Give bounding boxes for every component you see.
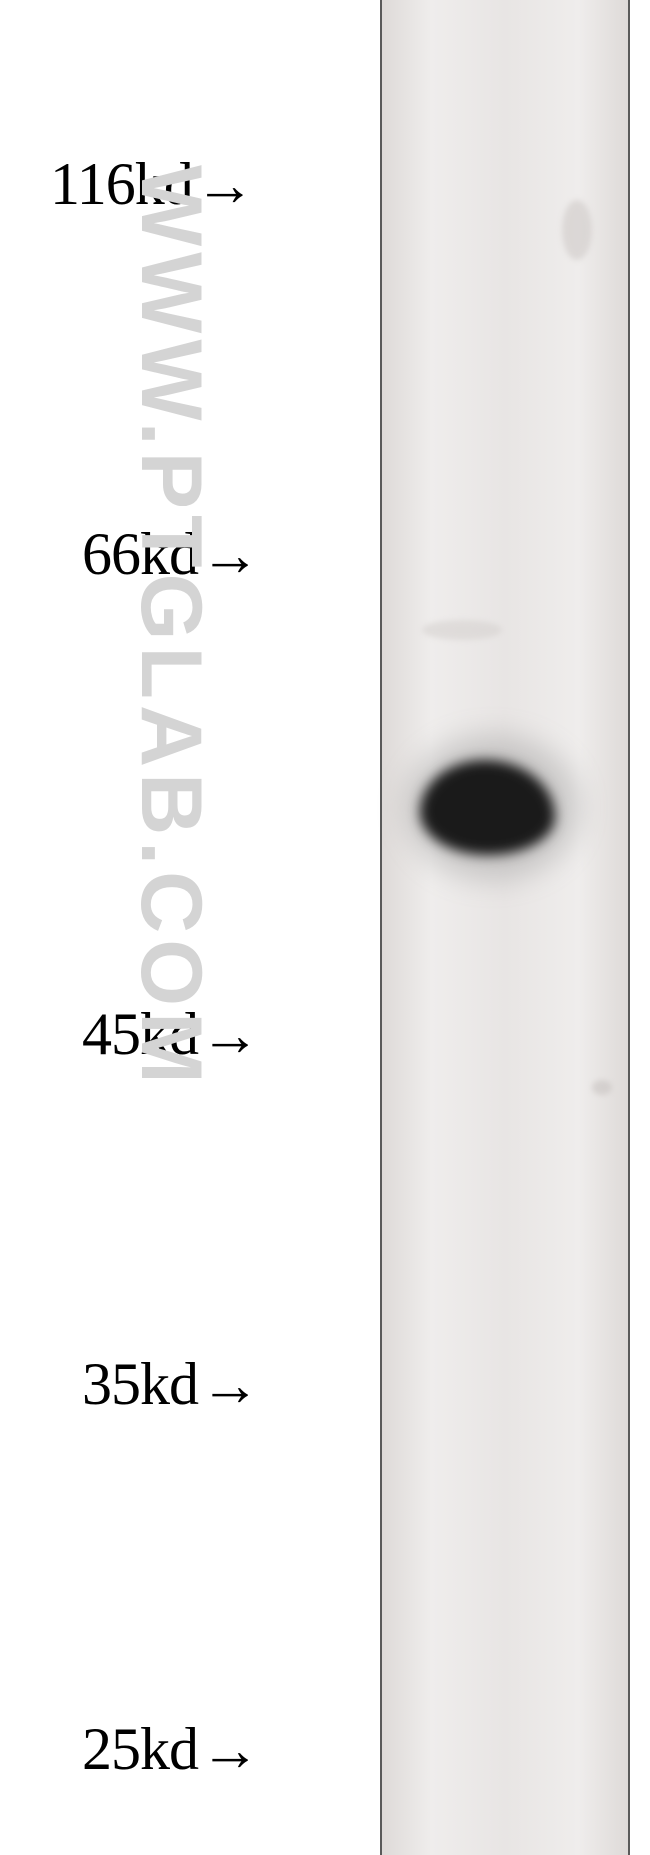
arrow-right-icon: → xyxy=(200,1000,260,1069)
marker-text: 45kd xyxy=(82,1000,198,1069)
mw-marker-25kd: 25kd → xyxy=(82,1715,260,1784)
arrow-right-icon: → xyxy=(195,150,255,219)
lane-smudge xyxy=(592,1080,612,1095)
arrow-right-icon: → xyxy=(200,520,260,589)
lane-smudge xyxy=(422,620,502,640)
marker-text: 25kd xyxy=(82,1715,198,1784)
marker-text: 35kd xyxy=(82,1350,198,1419)
lane-smudge xyxy=(562,200,592,260)
mw-marker-66kd: 66kd → xyxy=(82,520,260,589)
blot-lane xyxy=(380,0,630,1855)
lane-background xyxy=(382,0,628,1855)
mw-marker-116kd: 116kd → xyxy=(50,150,255,219)
marker-text: 66kd xyxy=(82,520,198,589)
watermark-text: WWW.PTGLAB.COM xyxy=(121,165,220,1090)
arrow-right-icon: → xyxy=(200,1350,260,1419)
mw-marker-35kd: 35kd → xyxy=(82,1350,260,1419)
arrow-right-icon: → xyxy=(200,1715,260,1784)
mw-marker-45kd: 45kd → xyxy=(82,1000,260,1069)
blot-figure: 116kd → 66kd → 45kd → 35kd → 25kd → WWW.… xyxy=(0,0,650,1855)
marker-text: 116kd xyxy=(50,150,193,219)
